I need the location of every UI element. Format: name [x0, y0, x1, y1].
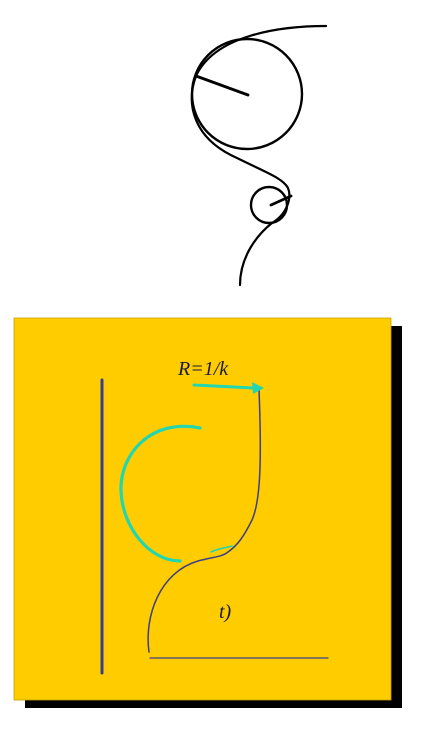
radius-label: R=1/k — [177, 358, 229, 380]
osculating-circle-arc — [119, 424, 202, 563]
small-osculating-circle — [249, 185, 289, 225]
upper-figure — [190, 24, 328, 287]
parameter-label: t) — [219, 601, 232, 623]
lower-panel: R=1/k t) — [13, 317, 402, 708]
radius-arrow-shaft — [192, 383, 256, 390]
contact-highlight — [210, 545, 233, 553]
large-circle-radius — [194, 74, 250, 97]
lower-plane-curve — [147, 389, 262, 653]
radius-arrow-head — [252, 382, 264, 394]
panel-background — [13, 317, 392, 701]
radius-arrow — [192, 382, 264, 394]
small-circle-radius — [269, 194, 293, 207]
upper-plane-curve — [190, 24, 328, 287]
